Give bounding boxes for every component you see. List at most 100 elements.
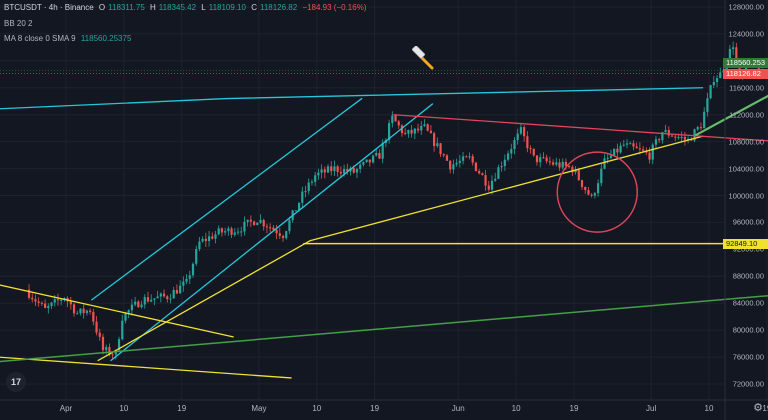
candle-body bbox=[317, 172, 320, 176]
candle-body bbox=[555, 162, 558, 165]
candle-body bbox=[307, 182, 310, 192]
candle-body bbox=[140, 304, 143, 308]
candle-body bbox=[683, 136, 686, 140]
candle-body bbox=[378, 152, 381, 159]
tradingview-logo-icon[interactable]: 17 bbox=[6, 372, 26, 392]
trendline-green-long[interactable] bbox=[0, 290, 768, 378]
candle-body bbox=[465, 156, 468, 158]
candle-body bbox=[706, 98, 709, 112]
candle-body bbox=[166, 296, 169, 300]
bb-indicator-legend[interactable]: BB 20 2 bbox=[4, 19, 35, 28]
candle-body bbox=[622, 144, 625, 146]
candle-body bbox=[101, 336, 105, 351]
time-tick-label: Jun bbox=[451, 404, 465, 413]
candle-body bbox=[182, 281, 185, 286]
candle-body bbox=[616, 148, 619, 153]
time-tick-label: Apr bbox=[59, 404, 73, 413]
candle-body bbox=[89, 310, 92, 312]
candle-body bbox=[371, 155, 375, 163]
candle-body bbox=[179, 285, 182, 294]
candle-body bbox=[548, 161, 551, 163]
candle-body bbox=[56, 299, 60, 301]
candle-body bbox=[243, 221, 246, 232]
candle-body bbox=[172, 289, 175, 299]
candle-body bbox=[355, 168, 359, 173]
candle-body bbox=[117, 339, 121, 351]
trendline-yellow-desc-a[interactable] bbox=[0, 243, 234, 338]
price-tick-label: 80000.00 bbox=[732, 325, 764, 335]
trendline-yellow-desc-b[interactable] bbox=[0, 344, 292, 379]
trendline-yellow-rising[interactable] bbox=[309, 135, 704, 242]
candle-body bbox=[278, 233, 281, 236]
candle-body bbox=[526, 136, 529, 149]
gear-icon[interactable]: ⚙ bbox=[753, 402, 763, 414]
price-tick-label: 128000.00 bbox=[728, 2, 764, 12]
candle-body bbox=[185, 278, 188, 282]
candle-body bbox=[410, 129, 413, 134]
candle-body bbox=[490, 180, 494, 190]
candle-body bbox=[275, 229, 278, 234]
candle-body bbox=[458, 160, 461, 163]
candle-body bbox=[314, 175, 317, 182]
ma-value: 118560.25375 bbox=[80, 34, 132, 43]
candle-body bbox=[442, 154, 445, 156]
candle-body bbox=[40, 302, 43, 304]
trendline-yellow-early[interactable] bbox=[97, 239, 311, 362]
time-tick-label: 10 bbox=[704, 404, 714, 413]
candle-body bbox=[153, 298, 156, 300]
candle-body bbox=[150, 299, 153, 302]
price-tick-label: 72000.00 bbox=[732, 379, 764, 389]
candle-body bbox=[368, 159, 371, 163]
candle-body bbox=[584, 186, 587, 190]
ma-price-tag: 118560.253 bbox=[723, 58, 768, 68]
close-label: C bbox=[251, 3, 257, 12]
time-tick-label: 19 bbox=[370, 404, 380, 413]
trendline-green-short[interactable] bbox=[695, 76, 768, 137]
candle-body bbox=[233, 232, 236, 235]
time-tick-label: 10 bbox=[511, 404, 521, 413]
candle-body bbox=[568, 165, 571, 168]
candle-body bbox=[359, 164, 362, 169]
channel-cyan-upper[interactable] bbox=[91, 97, 363, 301]
time-tick-label: Jul bbox=[646, 404, 657, 413]
trendline-red-resistance[interactable] bbox=[393, 114, 768, 143]
candle-body bbox=[474, 162, 478, 172]
last-price-tag: 118126.82 bbox=[723, 69, 768, 79]
candle-body bbox=[323, 169, 326, 173]
candle-body bbox=[294, 210, 297, 212]
bb-label: BB 20 2 bbox=[4, 19, 33, 28]
candle-body bbox=[127, 310, 130, 313]
open-label: O bbox=[98, 3, 106, 12]
high-label: H bbox=[150, 3, 156, 12]
candle-body bbox=[288, 220, 291, 232]
candle-body bbox=[362, 162, 365, 165]
trendline-cyan-top[interactable] bbox=[0, 97, 228, 118]
candle-body bbox=[388, 123, 391, 141]
candle-body bbox=[301, 191, 304, 203]
trendline-cyan-top-ext[interactable] bbox=[226, 87, 704, 100]
candle-body bbox=[246, 219, 249, 222]
candle-body bbox=[561, 161, 564, 168]
candle-body bbox=[259, 220, 262, 223]
candle-body bbox=[709, 85, 712, 99]
ma-indicator-legend[interactable]: MA 8 close 0 SMA 9 118560.25375 bbox=[4, 34, 134, 43]
candle-body bbox=[252, 221, 256, 226]
symbol-label[interactable]: BTCUSDT · 4h · Binance bbox=[4, 3, 94, 12]
candle-body bbox=[613, 148, 616, 156]
highlight-circle[interactable] bbox=[556, 151, 638, 233]
candle-body bbox=[79, 308, 82, 314]
candle-body bbox=[37, 301, 40, 303]
candle-body bbox=[69, 301, 72, 305]
ma-label: MA 8 close 0 SMA 9 bbox=[4, 34, 76, 43]
candle-body bbox=[47, 305, 50, 308]
channel-cyan-lower[interactable] bbox=[110, 103, 434, 362]
candle-body bbox=[326, 166, 330, 173]
candle-body bbox=[600, 168, 603, 184]
candle-body bbox=[670, 135, 674, 137]
candle-body bbox=[204, 238, 207, 242]
ohlc-legend: BTCUSDT · 4h · Binance O 118311.75 H 11834… bbox=[4, 3, 369, 12]
candle-body bbox=[539, 157, 542, 163]
price-tick-label: 96000.00 bbox=[732, 217, 764, 227]
